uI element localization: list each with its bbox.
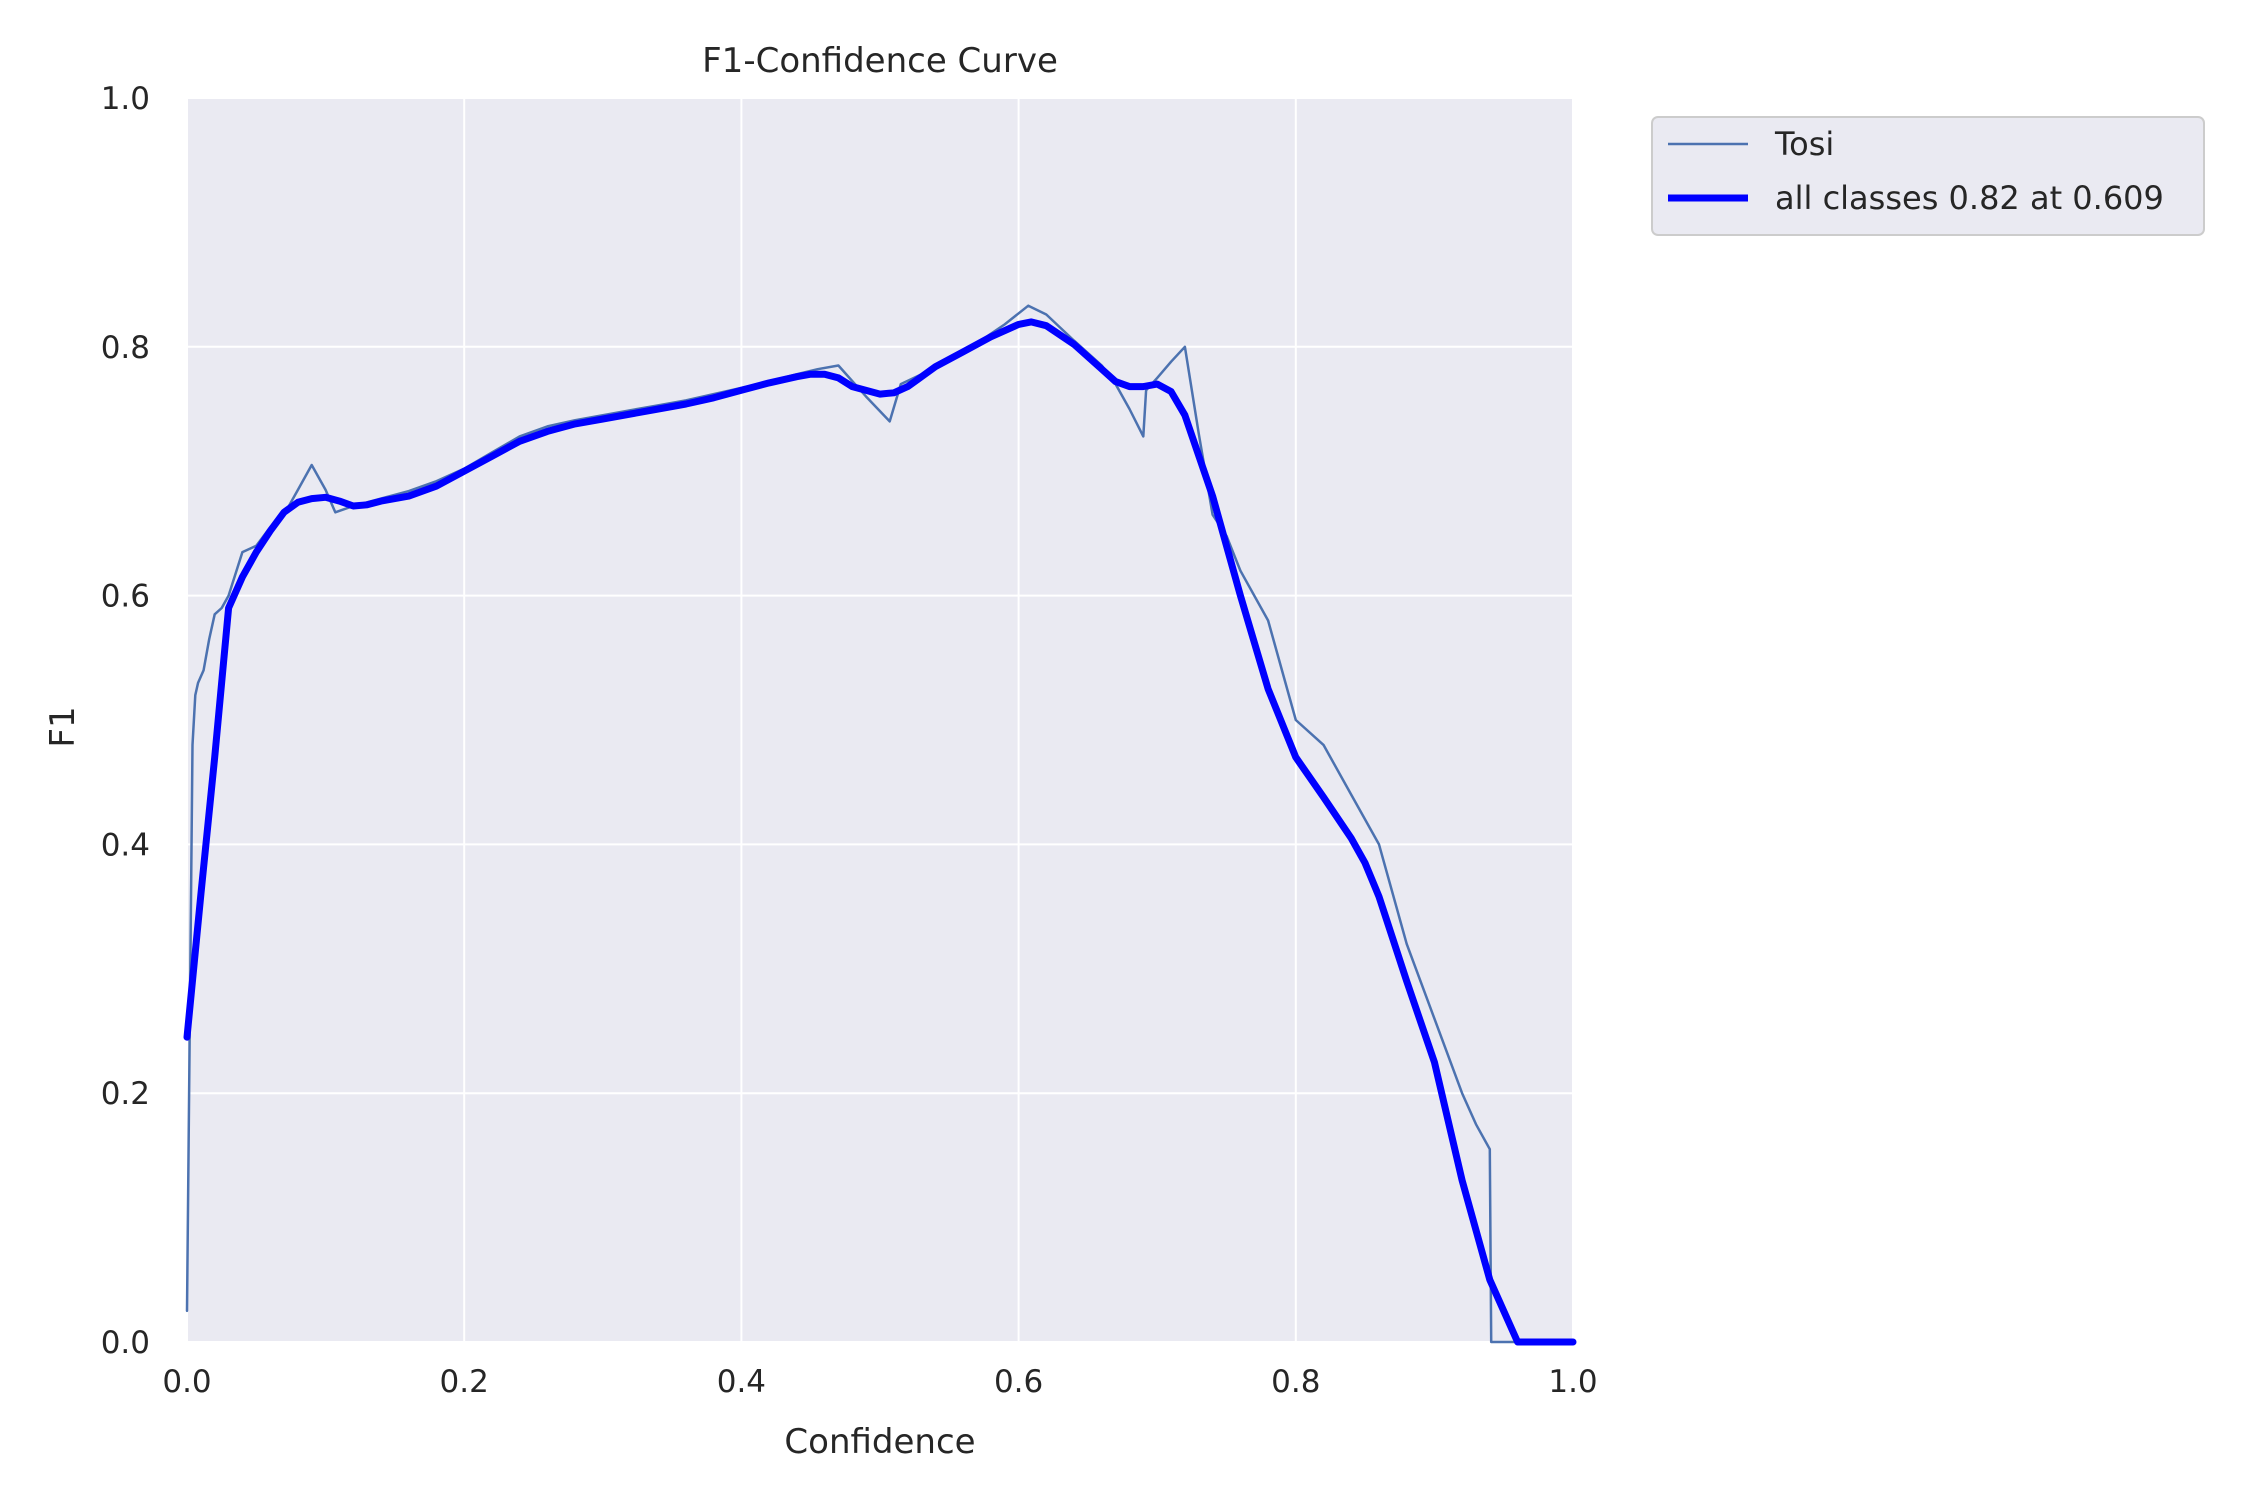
tick-labels: 0.0 0.2 0.4 0.6 0.8 1.0 0.0 0.2 0.4 0.6 0.8 1.0 xyxy=(101,81,1598,1400)
x-tick-label: 0.0 xyxy=(162,1364,211,1400)
y-tick-label: 1.0 xyxy=(101,81,150,117)
y-tick-label: 0.8 xyxy=(101,330,150,366)
legend-label-tosi: Tosi xyxy=(1774,125,1834,163)
x-tick-label: 1.0 xyxy=(1548,1364,1597,1400)
x-tick-label: 0.4 xyxy=(717,1364,766,1400)
legend-label-all-classes: all classes 0.82 at 0.609 xyxy=(1775,179,2164,217)
x-tick-label: 0.6 xyxy=(994,1364,1043,1400)
y-tick-label: 0.4 xyxy=(101,827,150,863)
chart-title: F1-Confidence Curve xyxy=(702,41,1058,81)
x-axis-label: Confidence xyxy=(784,1422,975,1462)
x-tick-label: 0.2 xyxy=(440,1364,489,1400)
series-line-all-classes xyxy=(183,318,1577,1346)
series-lines xyxy=(183,304,1577,1346)
y-axis-label: F1 xyxy=(43,706,83,747)
plot-background xyxy=(187,98,1573,1342)
legend-box xyxy=(1651,116,2205,236)
x-tick-label: 0.8 xyxy=(1271,1364,1320,1400)
y-tick-label: 0.0 xyxy=(101,1325,150,1361)
legend: Tosi all classes 0.82 at 0.609 xyxy=(1651,116,2205,236)
y-tick-label: 0.2 xyxy=(101,1076,150,1112)
y-tick-label: 0.6 xyxy=(101,579,150,615)
